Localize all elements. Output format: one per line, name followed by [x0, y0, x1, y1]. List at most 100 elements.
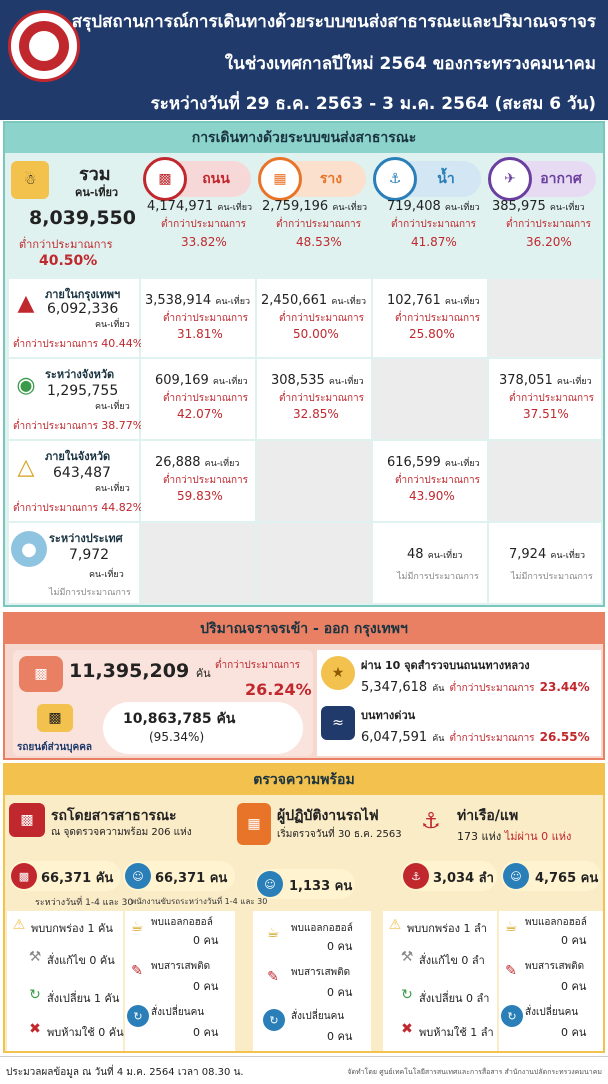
- row-interprov-air: 378,051 คน-เที่ยว ต่ำกว่าประมาณการ 37.51…: [489, 359, 601, 439]
- row-intl-note: ไม่มีการประมาณการ: [49, 588, 131, 598]
- highway-dept-icon: ★: [321, 656, 355, 690]
- mode-water-value: 719,408 คน-เที่ยว: [387, 199, 480, 214]
- expressway-value-row: 6,047,591 คัน ต่ำกว่าประมาณการ 26.55%: [361, 730, 590, 745]
- driver-icon: ☺: [125, 863, 151, 889]
- swap-person-icon: ↻: [127, 1005, 149, 1027]
- traffic-total-value: 11,395,209 คัน: [69, 660, 211, 682]
- rail-count-pill: ☺ 1,133 คน: [255, 869, 355, 899]
- car-icon: ▩: [143, 157, 187, 201]
- thailand-map-icon: ◉: [16, 372, 36, 398]
- header-banner: สรุปสถานการณ์การเดินทางด้วยระบบขนส่งสาธา…: [0, 0, 608, 120]
- total-value: 8,039,550: [29, 207, 136, 229]
- row-intl-air: 7,924 คน-เที่ยว ไม่มีการประมาณการ: [489, 523, 601, 603]
- driver-note: พนักงานขับรถระหว่างวันที่ 1-4 และ 30: [131, 897, 268, 906]
- traffic-title: ปริมาณจราจรเข้า - ออก กรุงเทพฯ: [5, 614, 603, 644]
- row-intraprov-label: ภายในจังหวัด: [45, 450, 111, 463]
- wrench-icon: ⚒: [28, 949, 42, 965]
- ministry-logo: [8, 10, 80, 82]
- row-bangkok-road: 3,538,914 คน-เที่ยว ต่ำกว่าประมาณการ 31.…: [141, 279, 255, 357]
- row-interprov-value: 1,295,755: [47, 383, 119, 399]
- mode-air: อากาศ ✈ 385,975 คน-เที่ยว ต่ำกว่าประมาณก…: [488, 157, 603, 275]
- bus-subtitle: ณ จุดตรวจความพร้อม 206 แห่ง: [51, 827, 192, 838]
- prohibited-icon: ✖: [401, 1021, 413, 1037]
- mode-road-pct: 33.82%: [181, 235, 227, 249]
- bus-icon: ▩: [9, 803, 45, 837]
- private-car-bubble: 10,863,785 คัน (95.34%): [103, 702, 303, 754]
- header-title-line3: ระหว่างวันที่ 29 ธ.ค. 2563 - 3 ม.ค. 2564…: [150, 94, 596, 114]
- row-intl-value: 7,972: [69, 547, 110, 563]
- row-intraprov-rail-empty: [257, 441, 371, 521]
- mode-road: ถนน ▩ 4,174,971 คน-เที่ยว ต่ำกว่าประมาณก…: [143, 157, 258, 275]
- row-interprov-label-cell: ◉ ระหว่างจังหวัด 1,295,755 คน-เที่ยว ต่ำ…: [9, 359, 143, 439]
- rail-worker-icon: ☺: [257, 871, 283, 897]
- bus-count-pill: ▩ 66,371 คัน: [9, 861, 121, 891]
- boat-title: ท่าเรือ/แพ: [457, 808, 519, 824]
- crew-count-pill: ☺ 4,765 คน: [501, 861, 601, 891]
- row-intraprov-label-cell: △ ภายในจังหวัด 643,487 คน-เที่ยว ต่ำกว่า…: [9, 441, 143, 521]
- row-bangkok-label: ภายในกรุงเทพฯ: [45, 288, 121, 301]
- row-intraprov-value: 643,487: [53, 465, 111, 481]
- globe-icon: ●: [11, 531, 47, 567]
- row-interprov-water-empty: [373, 359, 487, 439]
- bus-small-icon: ▩: [11, 863, 37, 889]
- traffic-total-card: ▩ 11,395,209 คัน ต่ำกว่าประมาณการ 26.24%…: [13, 650, 313, 756]
- header-title-line1: สรุปสถานการณ์การเดินทางด้วยระบบขนส่งสาธา…: [71, 12, 596, 32]
- expressway-label: บนทางด่วน: [361, 709, 416, 722]
- header-title-line2: ในช่วงเทศกาลปีใหม่ 2564 ของกระทรวงคมนาคม: [224, 54, 596, 74]
- warning-icon: ⚠: [388, 917, 402, 933]
- total-pct: 40.50%: [39, 253, 98, 269]
- public-transport-section: การเดินทางด้วยระบบขนส่งสาธารณะ ☃ รวม คน-…: [3, 121, 605, 607]
- total-unit: คน-เที่ยว: [75, 186, 119, 199]
- row-bangkok-air-empty: [489, 279, 601, 357]
- row-intraprov-air-empty: [489, 441, 601, 521]
- footer-left: ประมวลผลข้อมูล ณ วันที่ 4 ม.ค. 2564 เวลา…: [6, 1067, 244, 1078]
- mode-road-value: 4,174,971 คน-เที่ยว: [147, 199, 253, 214]
- total-label: รวม: [79, 164, 111, 185]
- row-intraprov-unit: คน-เที่ยว: [95, 484, 130, 494]
- beer-icon: ☕: [504, 919, 518, 935]
- beer-icon: ☕: [266, 925, 280, 941]
- row-interprov-rail: 308,535 คน-เที่ยว ต่ำกว่าประมาณการ 32.85…: [257, 359, 371, 439]
- bus-title: รถโดยสารสาธารณะ: [51, 808, 177, 824]
- footer-right: จัดทำโดย ศูนย์เทคโนโลยีสารสนเทศและการสื่…: [347, 1068, 602, 1076]
- syringe-icon: ✎: [131, 963, 143, 979]
- highway-value-row: 5,347,618 คัน ต่ำกว่าประมาณการ 23.44%: [361, 680, 590, 695]
- replace-icon: ↻: [401, 987, 413, 1003]
- private-car-pct: (95.34%): [149, 730, 205, 744]
- monument-icon: ▲: [17, 290, 35, 316]
- row-interprov-unit: คน-เที่ยว: [95, 402, 130, 412]
- mode-rail-pct: 48.53%: [296, 235, 342, 249]
- row-bangkok-lower: ต่ำกว่าประมาณการ 40.44%: [13, 337, 144, 350]
- swap-person-icon: ↻: [501, 1005, 523, 1027]
- row-bangkok-label-cell: ▲ ภายในกรุงเทพฯ 6,092,336 คน-เที่ยว ต่ำก…: [9, 279, 143, 357]
- row-intl-rail-empty: [257, 523, 371, 603]
- airplane-icon: ✈: [488, 157, 532, 201]
- readiness-section: ตรวจความพร้อม ▩ รถโดยสารสาธารณะ ณ จุดตรว…: [3, 763, 605, 1053]
- mode-water-lower: ต่ำกว่าประมาณการ: [391, 219, 477, 230]
- driver-count-pill: ☺ 66,371 คน: [123, 861, 235, 891]
- mode-air-pct: 36.20%: [526, 235, 572, 249]
- readiness-title: ตรวจความพร้อม: [5, 765, 603, 795]
- row-intl-label: ระหว่างประเทศ: [49, 532, 123, 545]
- prohibited-icon: ✖: [29, 1021, 41, 1037]
- mode-water-pct: 41.87%: [411, 235, 457, 249]
- bus-items: ⚠ พบบกพร่อง 1 คัน ⚒ สั่งแก้ไข 0 คัน ↻ สั…: [7, 911, 124, 1051]
- van-icon: ▩: [37, 704, 73, 732]
- footer: ประมวลผลข้อมูล ณ วันที่ 4 ม.ค. 2564 เวลา…: [0, 1056, 608, 1084]
- rail-subtitle: เริ่มตรวจวันที่ 30 ธ.ค. 2563: [277, 829, 402, 840]
- mode-air-value: 385,975 คน-เที่ยว: [492, 199, 585, 214]
- mode-road-lower: ต่ำกว่าประมาณการ: [161, 219, 247, 230]
- temple-icon: △: [17, 454, 35, 480]
- syringe-icon: ✎: [505, 963, 517, 979]
- row-bangkok-unit: คน-เที่ยว: [95, 320, 130, 330]
- row-intl-road-empty: [141, 523, 255, 603]
- row-bangkok-value: 6,092,336: [47, 301, 119, 317]
- train-icon: ▦: [258, 157, 302, 201]
- row-intraprov-lower: ต่ำกว่าประมาณการ 44.82%: [13, 501, 144, 514]
- traffic-lower: ต่ำกว่าประมาณการ: [215, 660, 301, 671]
- cruise-ship-icon: ⚓: [421, 808, 441, 834]
- row-intl-unit: คน-เที่ยว: [89, 570, 124, 580]
- swap-person-icon: ↻: [263, 1009, 285, 1031]
- row-intl-water: 48 คน-เที่ยว ไม่มีการประมาณการ: [373, 523, 487, 603]
- mode-rail: ราง ▦ 2,759,196 คน-เที่ยว ต่ำกว่าประมาณก…: [258, 157, 373, 275]
